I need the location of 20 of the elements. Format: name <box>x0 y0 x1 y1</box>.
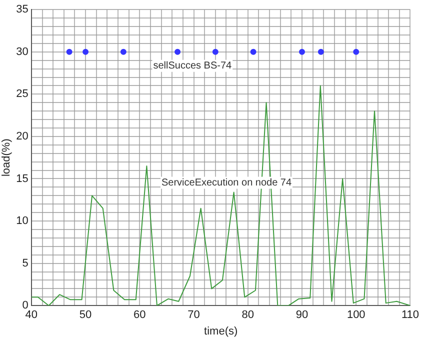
x-tick-label: 80 <box>242 309 254 322</box>
y-tick-label: 25 <box>16 88 28 100</box>
y-tick-label: 20 <box>16 130 28 142</box>
x-tick-label: 40 <box>25 309 38 322</box>
y-tick-label: 15 <box>16 172 28 185</box>
y-tick-label: 0 <box>22 300 28 312</box>
y-tick-label: 5 <box>22 257 28 270</box>
x-tick-label: 110 <box>401 309 420 322</box>
x-axis-title: time(s) <box>204 325 238 338</box>
annotation: ServiceExecution on node 74 <box>161 178 292 189</box>
x-tick-label: 70 <box>188 309 200 322</box>
x-tick-label: 60 <box>134 309 146 322</box>
x-tick-label: 90 <box>296 309 308 322</box>
y-tick-label: 10 <box>16 215 28 228</box>
y-tick-label: 30 <box>16 46 28 58</box>
y-axis-title: load(%) <box>0 138 13 177</box>
y-tick-label: 35 <box>16 4 28 16</box>
annotation: sellSucces BS-74 <box>153 60 232 72</box>
x-tick-label: 50 <box>79 309 92 322</box>
x-tick-label: 100 <box>346 309 366 322</box>
